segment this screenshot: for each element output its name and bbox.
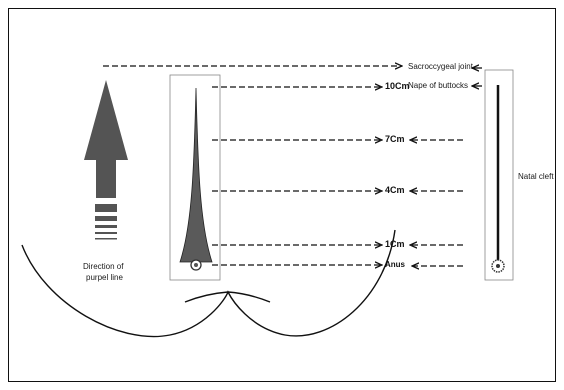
direction-arrow-icon bbox=[84, 80, 128, 198]
label-nape: Nape of buttocks bbox=[408, 81, 469, 90]
buttocks-outline bbox=[21, 229, 396, 338]
natal-cleft-shape bbox=[179, 87, 213, 263]
gluteal-fold bbox=[184, 291, 271, 303]
mark-4cm: 4Cm bbox=[385, 185, 405, 195]
mark-7cm: 7Cm bbox=[385, 134, 405, 144]
mark-1cm: 1Cm bbox=[385, 239, 405, 249]
label-sacrococcygeal: Sacroccygeal joint bbox=[408, 62, 473, 71]
mark-anus: Anus bbox=[385, 260, 405, 269]
mark-10cm: 10Cm bbox=[385, 81, 410, 91]
label-direction-2: purpel line bbox=[86, 273, 123, 282]
label-natal-cleft: Natal cleft bbox=[518, 172, 554, 181]
natal-cleft-box bbox=[484, 69, 514, 281]
label-direction-1: Direction of bbox=[83, 262, 124, 271]
cleft-view-box bbox=[169, 74, 221, 281]
